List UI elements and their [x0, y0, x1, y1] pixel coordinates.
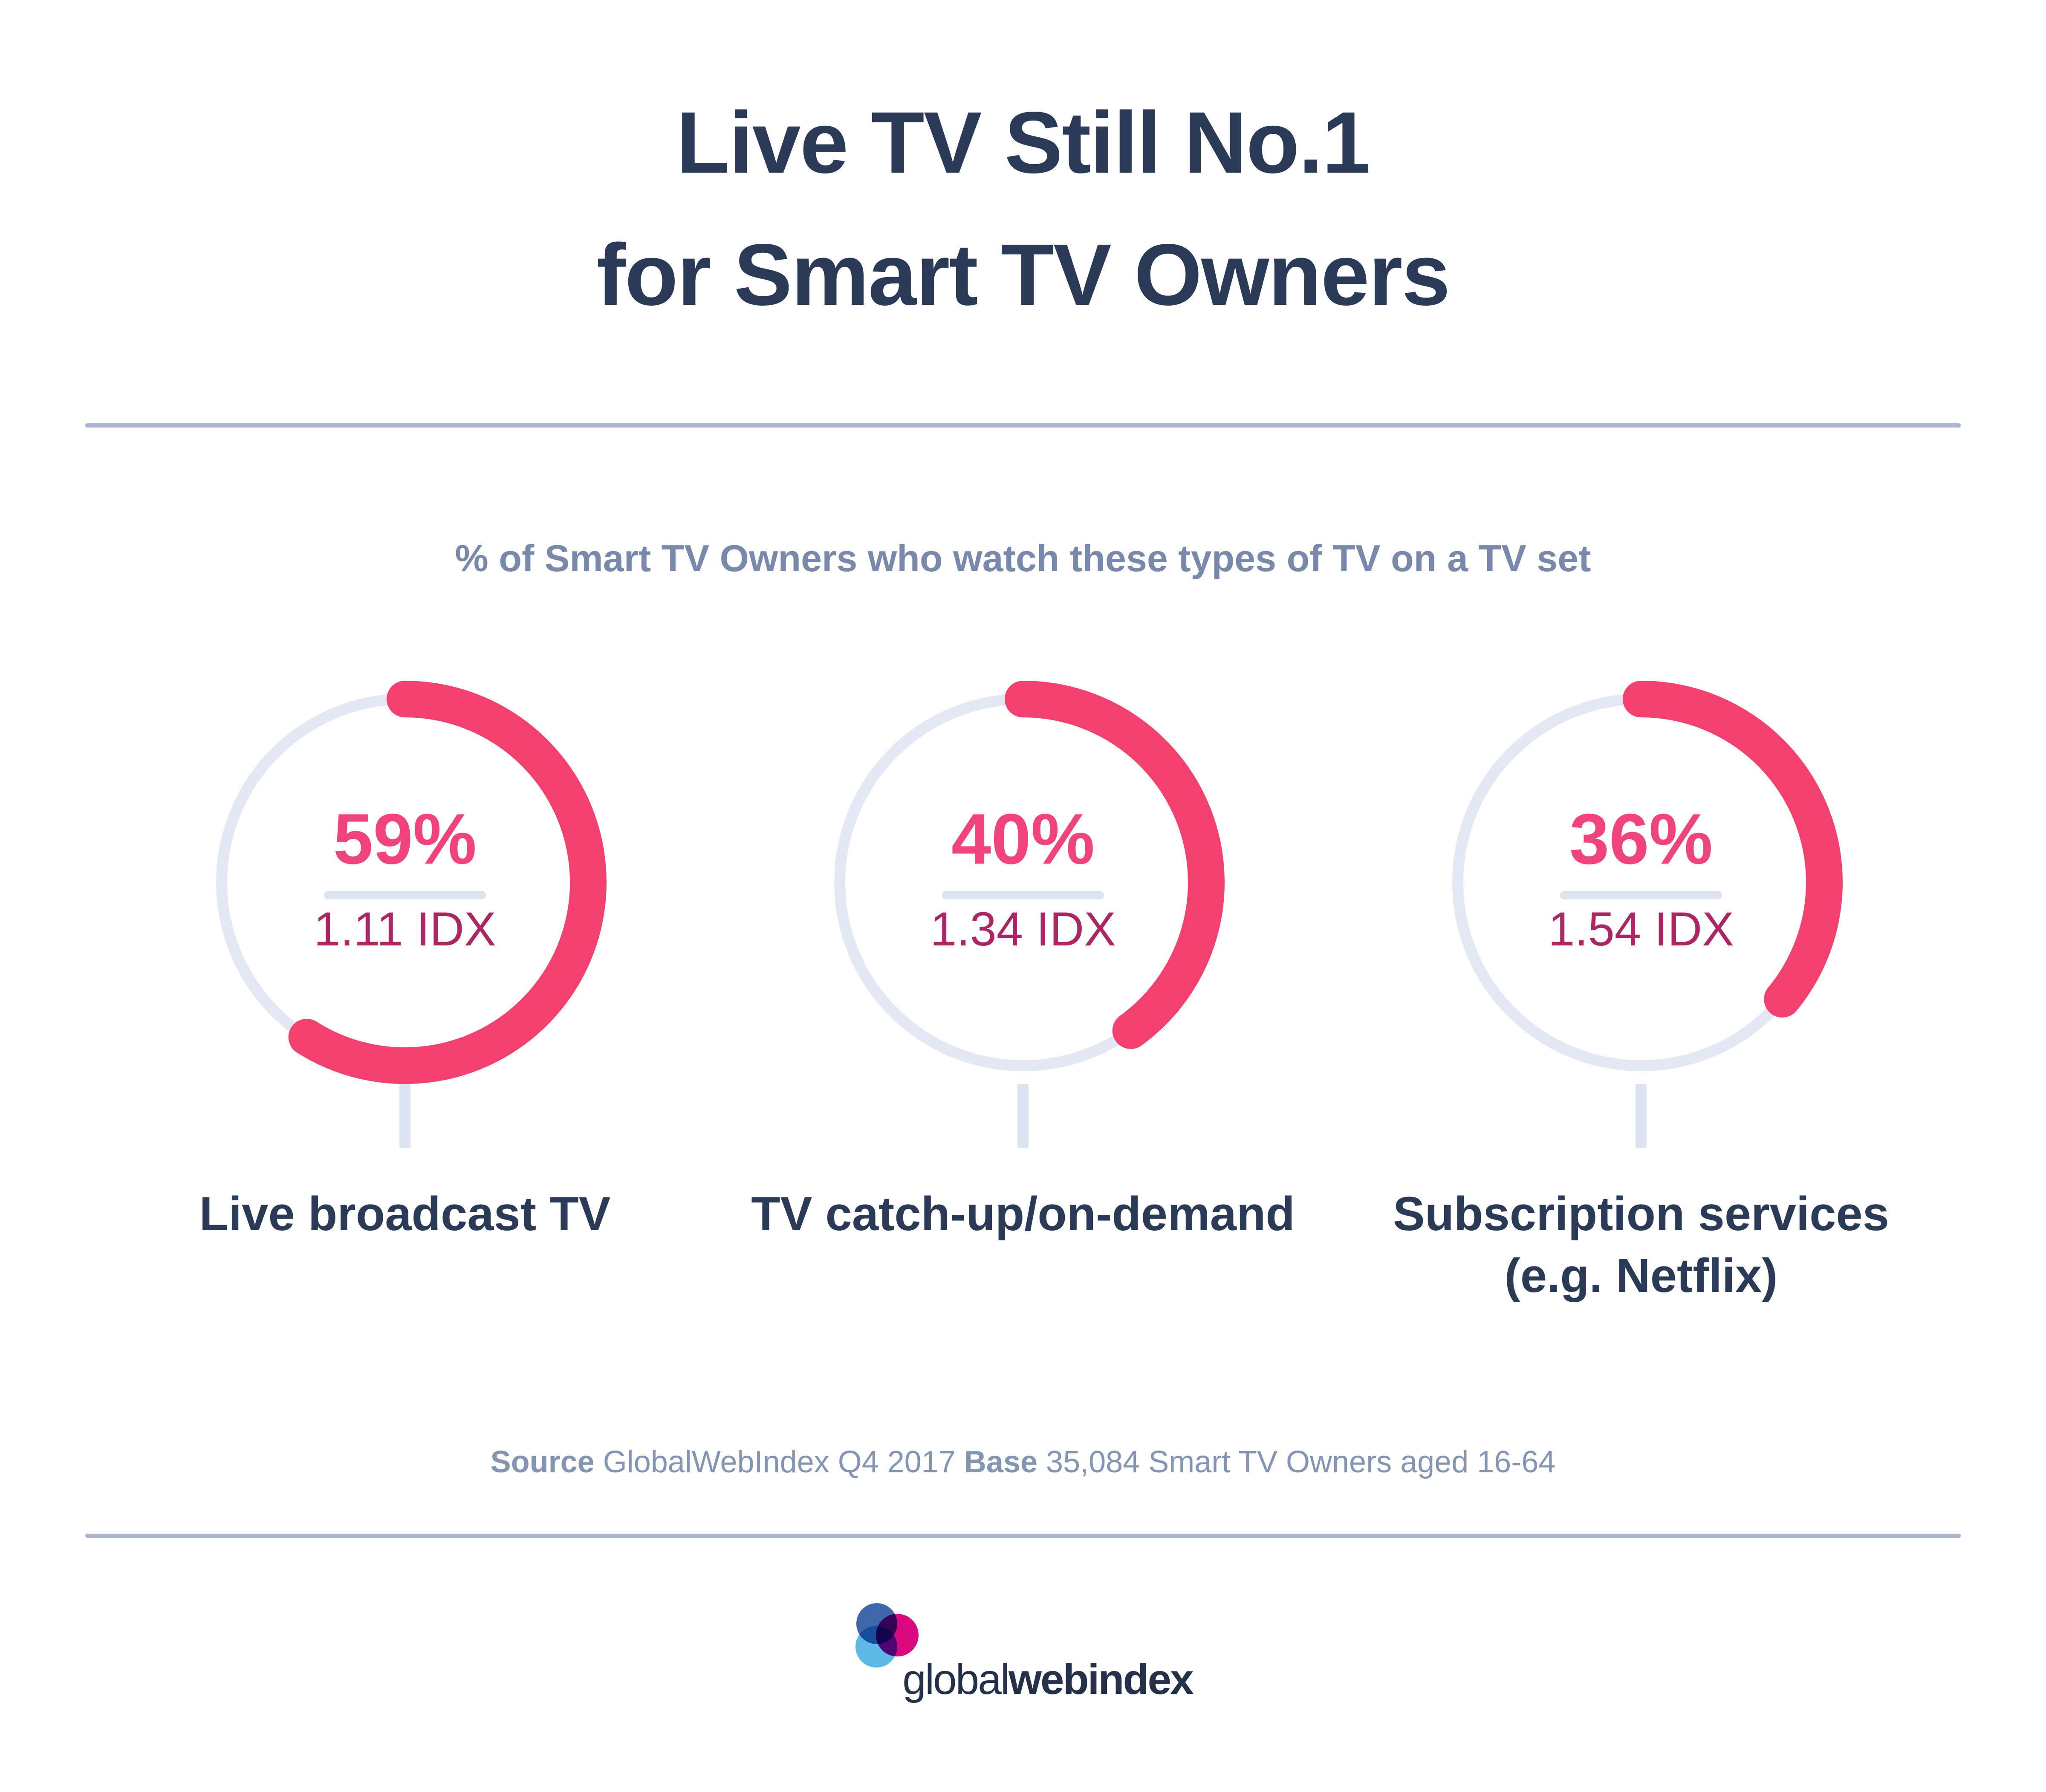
globalwebindex-logo: globalwebindex	[0, 1601, 2046, 1701]
base-label: Base	[964, 1445, 1038, 1479]
index-value: 1.11 IDX	[314, 902, 496, 956]
category-label-line2: (e.g. Netflix)	[1504, 1249, 1778, 1302]
globalwebindex-logo-icon	[855, 1603, 919, 1668]
gauge-arc	[1623, 681, 1843, 1018]
source-label: Source	[490, 1445, 595, 1479]
lollipop-stick	[1017, 1084, 1029, 1148]
gauge-dial	[216, 681, 607, 1084]
gauge-arc	[288, 681, 607, 1084]
gauge-center-readout: 40% 1.34 IDX	[714, 678, 1332, 954]
index-value: 1.34 IDX	[930, 902, 1116, 956]
wordmark-global: global	[902, 1656, 1010, 1703]
gauge-live-broadcast-tv: 59% 1.11 IDX Live broadcast TV	[96, 678, 714, 1306]
category-label: Subscription services (e.g. Netflix)	[1393, 1183, 1889, 1306]
wordmark-web: web	[1009, 1656, 1089, 1703]
base-text: 35,084 Smart TV Owners aged 16-64	[1037, 1445, 1556, 1479]
category-label: TV catch-up/on-demand	[751, 1183, 1295, 1245]
gauge-center-readout: 59% 1.11 IDX	[96, 678, 714, 954]
gauge-center-readout: 36% 1.54 IDX	[1332, 678, 1950, 954]
chart-subtitle: % of Smart TV Owners who watch these typ…	[455, 537, 1591, 579]
gauge-dial	[1452, 681, 1843, 1071]
gauge-dial	[834, 681, 1225, 1071]
percent-value: 59%	[333, 799, 477, 879]
source-note: Source GlobalWebIndex Q4 2017 Base 35,08…	[0, 1443, 2046, 1481]
index-value: 1.54 IDX	[1548, 902, 1734, 956]
top-divider	[85, 423, 1961, 428]
percent-value: 40%	[951, 799, 1095, 879]
gauge-tv-catch-up-on-demand: 40% 1.34 IDX TV catch-up/on-demand	[714, 678, 1332, 1306]
category-label-line1: TV catch-up/on-demand	[751, 1187, 1295, 1240]
gauge-row: 59% 1.11 IDX Live broadcast TV 40% 1.34 …	[96, 678, 1950, 1306]
gauge-subscription-services: 36% 1.54 IDX Subscription services (e.g.…	[1332, 678, 1950, 1306]
category-label-line1: Live broadcast TV	[199, 1187, 611, 1240]
wordmark-index: index	[1087, 1656, 1194, 1703]
logo-circle-cyan	[855, 1626, 898, 1668]
category-label-line1: Subscription services	[1393, 1187, 1890, 1240]
page-title-line1: Live TV Still No.1	[676, 94, 1370, 191]
readout-divider	[942, 891, 1104, 899]
source-text: GlobalWebIndex Q4 2017	[594, 1445, 964, 1479]
globalwebindex-wordmark: globalwebindex	[902, 1656, 1194, 1703]
bottom-divider	[85, 1534, 1961, 1538]
readout-divider	[1560, 891, 1722, 899]
page-title: Live TV Still No.1 for Smart TV Owners	[0, 77, 2046, 341]
gauge-arc	[1005, 681, 1225, 1049]
readout-divider	[324, 891, 486, 899]
lollipop-stick	[399, 1084, 410, 1148]
category-label: Live broadcast TV	[199, 1183, 611, 1245]
percent-value: 36%	[1569, 799, 1713, 879]
page-title-line2: for Smart TV Owners	[596, 226, 1450, 324]
lollipop-stick	[1636, 1084, 1647, 1148]
